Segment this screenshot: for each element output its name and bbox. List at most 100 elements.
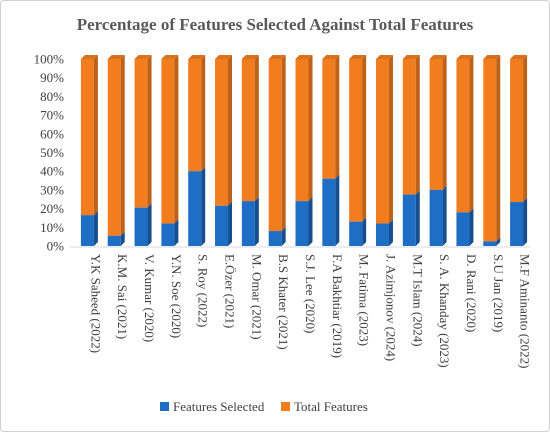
bar-group	[134, 55, 152, 246]
bar-features-selected-side	[415, 190, 420, 246]
bar-group	[349, 55, 367, 246]
bar-total-features	[215, 59, 229, 206]
bar-group	[510, 55, 528, 246]
legend-swatch	[281, 402, 290, 411]
x-category-label: J. Azimjonov (2024)	[383, 254, 398, 361]
chart-title: Percentage of Features Selected Against …	[77, 15, 474, 34]
x-axis-labels: Y.K Saheed (2022) K.M. Sai (2021) V. Kumar…	[88, 254, 532, 368]
bar-total-features-side	[523, 55, 528, 203]
y-tick-label: 20%	[40, 201, 64, 216]
bar-features-selected-side	[442, 185, 447, 246]
bar-group	[80, 55, 98, 246]
bar-features-selected	[483, 241, 497, 246]
bar-group	[188, 55, 206, 246]
bar-features-selected-side	[147, 203, 152, 246]
bar-features-selected	[188, 171, 202, 246]
bar-total-features	[295, 59, 309, 202]
bar-features-selected-side	[496, 237, 501, 246]
bar-features-selected	[241, 201, 255, 246]
bar-total-features-side	[147, 55, 152, 208]
bar-group	[161, 55, 179, 246]
x-category-label: S. Roy (2022)	[196, 254, 211, 327]
y-tick-label: 80%	[40, 89, 64, 104]
y-axis: 0% 10% 20% 30% 40% 50% 60% 70% 80% 90% 100%	[34, 52, 530, 254]
bar-total-features	[483, 59, 497, 242]
bar-features-selected	[456, 212, 470, 246]
bar-total-features-side	[335, 55, 340, 179]
bar-group	[322, 55, 340, 246]
bar-features-selected	[429, 189, 443, 246]
x-category-label: M. Omar (2021)	[249, 254, 264, 340]
legend-label: Features Selected	[173, 399, 265, 414]
bar-features-selected	[510, 202, 524, 246]
legend-item: Features Selected	[160, 399, 265, 414]
bar-features-selected	[215, 205, 229, 246]
bar-features-selected	[322, 178, 336, 246]
bar-features-selected-side	[93, 211, 98, 246]
bar-total-features	[510, 59, 524, 203]
bar-features-selected-side	[201, 167, 206, 246]
bar-features-selected	[375, 223, 389, 246]
bar-group	[429, 55, 447, 246]
x-category-label: M. Fatima (2023)	[357, 254, 372, 346]
bar-total-features-top	[375, 55, 393, 59]
bar-total-features	[268, 59, 282, 232]
bar-total-features	[107, 59, 121, 236]
bar-total-features-top	[161, 55, 179, 59]
bar-total-features-side	[93, 55, 98, 216]
bar-features-selected	[134, 207, 148, 246]
bar-features-selected-side	[469, 208, 474, 246]
bar-features-selected-side	[523, 198, 528, 246]
bar-group	[215, 55, 233, 246]
bar-group	[268, 55, 286, 246]
bar-total-features-side	[388, 55, 393, 224]
y-tick-label: 90%	[40, 70, 64, 85]
bar-total-features-top	[268, 55, 286, 59]
bar-total-features-side	[281, 55, 286, 232]
x-category-label: S.J. Lee (2020)	[303, 254, 318, 333]
bar-total-features-top	[510, 55, 528, 59]
x-category-label: Y.N. Soe (2020)	[169, 254, 184, 338]
bar-group	[375, 55, 393, 246]
bar-total-features-side	[496, 55, 501, 242]
bar-features-selected-side	[120, 231, 125, 246]
y-tick-label: 30%	[40, 182, 64, 197]
bar-features-selected-side	[308, 197, 313, 246]
legend-label: Total Features	[294, 399, 368, 414]
y-tick-label: 70%	[40, 108, 64, 123]
x-category-label: V. Kumar (2020)	[142, 254, 157, 342]
y-tick-label: 60%	[40, 126, 64, 141]
x-category-label: B.S Khater (2021)	[276, 254, 291, 350]
x-category-label: K.M. Sai (2021)	[115, 254, 130, 339]
bar-total-features	[161, 59, 175, 224]
bar-total-features-side	[254, 55, 259, 202]
bar-group	[107, 55, 125, 246]
bar-total-features-side	[442, 55, 447, 190]
legend: Features Selected Total Features	[160, 399, 368, 414]
bar-features-selected-side	[228, 201, 233, 246]
bar-group	[295, 55, 313, 246]
bar-features-selected-side	[388, 219, 393, 246]
bar-total-features-side	[228, 55, 233, 206]
bar-group	[483, 55, 501, 246]
legend-item: Total Features	[281, 399, 368, 414]
bar-total-features-side	[308, 55, 313, 202]
bar-group	[241, 55, 259, 246]
bar-features-selected-side	[281, 227, 286, 246]
bar-total-features	[241, 59, 255, 202]
bar-total-features-top	[80, 55, 98, 59]
y-tick-label: 100%	[34, 52, 65, 67]
bar-total-features	[375, 59, 389, 224]
x-category-label: E.Özer (2021)	[223, 254, 238, 328]
y-tick-label: 50%	[40, 145, 64, 160]
bar-total-features-top	[429, 55, 447, 59]
bar-total-features-top	[456, 55, 474, 59]
bar-features-selected	[80, 215, 94, 246]
bar-total-features	[402, 59, 416, 195]
y-tick-label: 10%	[40, 220, 64, 235]
bar-features-selected-side	[174, 219, 179, 246]
bar-total-features-side	[201, 55, 206, 172]
x-category-label: Y.K Saheed (2022)	[88, 254, 103, 353]
bar-total-features-side	[415, 55, 420, 195]
